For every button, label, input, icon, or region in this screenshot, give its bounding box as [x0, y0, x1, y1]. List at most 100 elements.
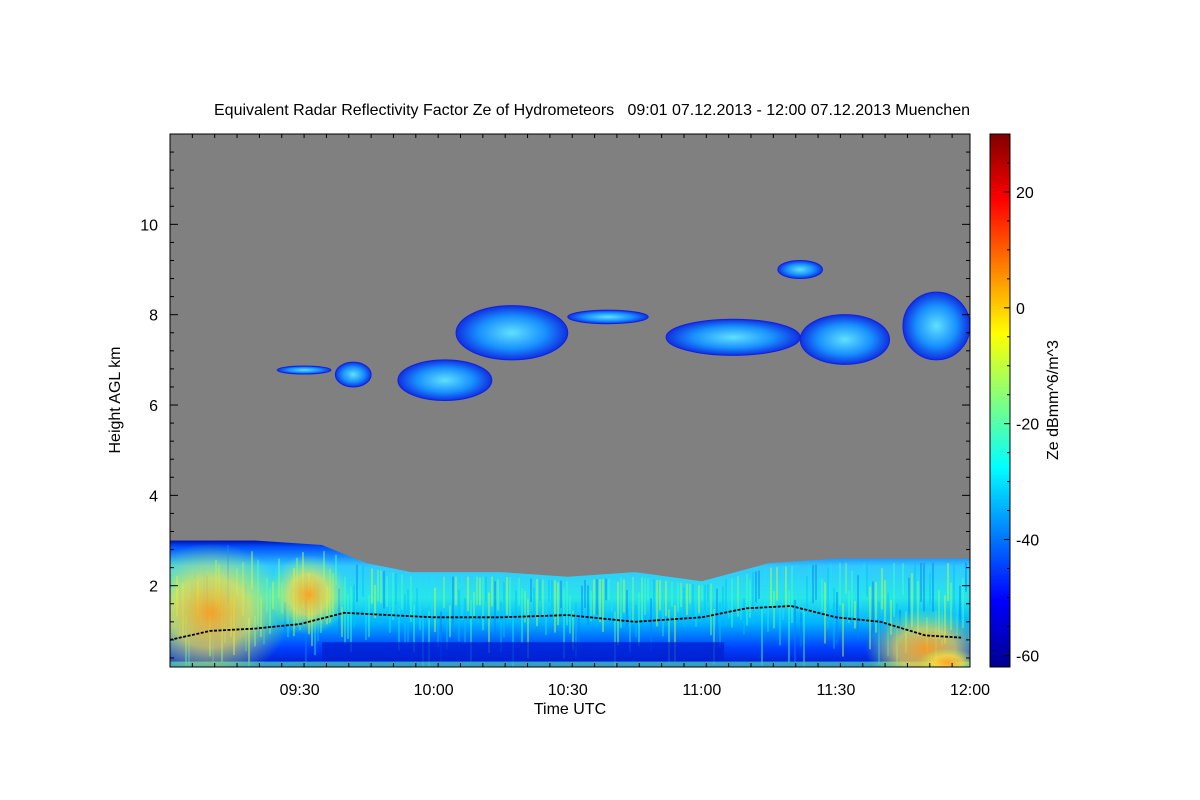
echo-streak [503, 581, 505, 638]
echo-streak [833, 587, 835, 649]
colorbar-ticks: 20 0 -20 -40 -60 [1004, 133, 1039, 665]
echo-streak [494, 581, 496, 635]
echo-streak [401, 574, 403, 610]
echo-streak [947, 563, 949, 601]
echo-streak [368, 595, 370, 638]
echo-streak [953, 563, 955, 611]
echo-streak [821, 578, 823, 611]
echo-streak [917, 581, 919, 637]
echo-streak [761, 607, 763, 666]
echo-streak [419, 576, 421, 631]
echo-streak [482, 576, 484, 631]
echo-streak [683, 587, 685, 627]
echo-streak [914, 563, 916, 616]
echo-streak [350, 586, 352, 653]
low-echo-band [321, 642, 725, 663]
echo-streak [698, 585, 700, 614]
echo-streak [530, 578, 532, 602]
echo-streak [614, 611, 616, 667]
echo-streak [746, 573, 748, 626]
echo-streak [737, 576, 739, 617]
echo-streak [686, 583, 688, 616]
cloud-layer [665, 318, 801, 356]
echo-streak [764, 568, 766, 614]
echo-streak [599, 579, 601, 623]
echo-streak [413, 604, 415, 653]
echo-streak [692, 584, 694, 620]
echo-streak [524, 591, 526, 623]
echo-streak [341, 607, 343, 638]
echo-streak [539, 579, 541, 601]
echo-streak [812, 564, 814, 604]
echo-streak [578, 615, 580, 647]
echo-streak [557, 582, 559, 626]
echo-streak [743, 598, 745, 635]
echo-streak [428, 611, 430, 667]
echo-streak [845, 563, 847, 594]
echo-streak [854, 601, 856, 629]
plot-area [169, 133, 971, 668]
echo-streak [371, 568, 373, 604]
echo-streak [713, 609, 715, 665]
echo-streak [500, 601, 502, 653]
echo-streak [389, 572, 391, 633]
echo-streak [452, 576, 454, 625]
echo-streak [398, 607, 400, 651]
echo-streak [815, 564, 817, 600]
echo-streak [491, 576, 493, 607]
echo-streak [785, 566, 787, 608]
echo-streak [347, 594, 349, 640]
echo-streak [467, 576, 469, 612]
echo-streak [818, 578, 820, 608]
echo-streak [881, 568, 883, 610]
echo-streak [653, 579, 655, 614]
echo-streak [860, 569, 862, 608]
echo-streak [716, 588, 718, 647]
y-tick-label: 6 [149, 398, 158, 415]
echo-streak [506, 577, 508, 615]
echo-streak [674, 605, 676, 662]
echo-streak [725, 579, 727, 627]
x-axis-label: Time UTC [534, 701, 606, 718]
echo-streak [548, 579, 550, 602]
echo-streak [884, 580, 886, 624]
echo-streak [461, 576, 463, 621]
y-tick-label: 4 [149, 488, 158, 505]
echo-streak [671, 581, 673, 607]
colorbar-tick-label: 20 [1016, 185, 1034, 202]
echo-streak [950, 582, 952, 630]
echo-streak [554, 580, 556, 633]
echo-streak [920, 563, 922, 603]
echo-streak [395, 573, 397, 606]
echo-streak [410, 576, 412, 622]
echo-streak [665, 580, 667, 617]
colorbar-tick-label: -40 [1016, 533, 1039, 550]
echo-streak [629, 605, 631, 653]
echo-streak [752, 572, 754, 623]
echo-streak [356, 564, 358, 602]
echo-streak [656, 580, 658, 627]
echo-streak [575, 603, 577, 658]
echo-streak [875, 581, 877, 633]
echo-streak [449, 605, 451, 638]
echo-streak [566, 581, 568, 626]
echo-streak [362, 565, 364, 597]
y-tick-label: 2 [149, 579, 158, 596]
echo-streak [851, 570, 853, 617]
echo-streak [353, 584, 355, 628]
x-tick-label: 11:30 [816, 682, 855, 699]
echo-streak [572, 610, 574, 651]
echo-streak [806, 576, 808, 617]
warm-echo-spot [917, 648, 970, 667]
echo-streak [608, 578, 610, 601]
echo-streak [443, 576, 445, 608]
echo-streak [791, 566, 793, 623]
boundary-layer-echo [170, 540, 970, 667]
echo-streak [605, 578, 607, 601]
y-axis: 2 4 6 8 10 [140, 133, 970, 659]
echo-streak [515, 590, 517, 619]
cloud-layer [397, 359, 493, 402]
echo-streak [770, 567, 772, 607]
